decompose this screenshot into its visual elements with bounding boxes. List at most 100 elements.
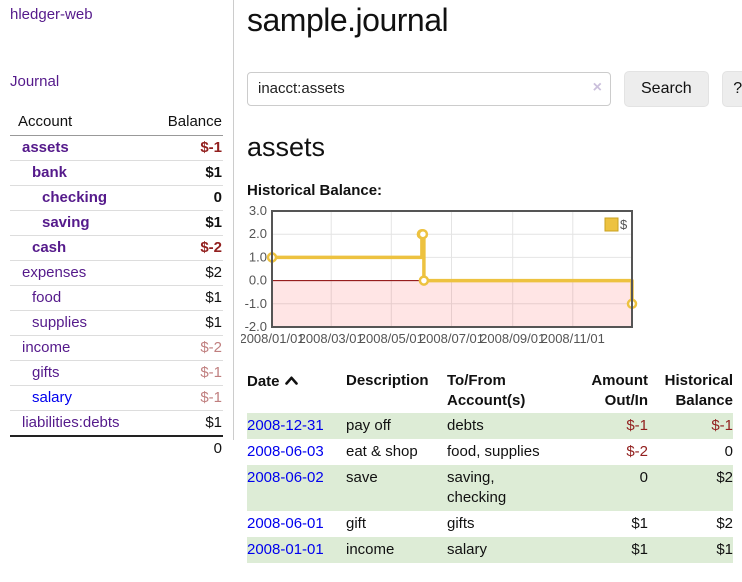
account-link[interactable]: salary: [32, 389, 73, 406]
svg-text:3.0: 3.0: [249, 203, 267, 218]
register-row: 2008-12-31 pay off debts $-1 $-1: [247, 412, 733, 439]
transaction-balance: $2: [716, 468, 733, 486]
accounts-table: Account Balance assets $-1 bank $1 check…: [10, 110, 223, 461]
svg-text:2008/05/01: 2008/05/01: [359, 331, 424, 346]
transaction-date-link[interactable]: 2008-12-31: [247, 416, 324, 434]
account-balance: $1: [145, 160, 223, 186]
search-input[interactable]: [247, 71, 611, 106]
app-layout: hledger-web Journal Account Balance asse…: [0, 0, 742, 563]
transaction-accounts: debts: [447, 416, 484, 434]
account-link[interactable]: gifts: [32, 364, 60, 381]
account-link[interactable]: income: [22, 339, 71, 356]
account-link[interactable]: checking: [42, 189, 108, 206]
main-content: sample.journal × Search ? assets Histori…: [234, 0, 742, 563]
help-button[interactable]: ?: [721, 70, 742, 107]
transaction-balance: $1: [716, 540, 733, 558]
svg-text:2008/11/01: 2008/11/01: [541, 331, 605, 346]
accounts-header-account: Account: [10, 110, 146, 136]
sidebar-item-journal[interactable]: Journal: [10, 73, 60, 90]
transaction-accounts: saving, checking: [447, 468, 507, 506]
transaction-description: gift: [346, 514, 367, 532]
transaction-amount: $-2: [626, 442, 648, 460]
account-link[interactable]: cash: [32, 239, 67, 256]
transaction-amount: $1: [631, 540, 648, 558]
account-heading: assets: [247, 131, 326, 162]
register-header-date[interactable]: Date: [247, 369, 346, 413]
account-row: saving $1: [10, 210, 223, 236]
account-row: income $-2: [10, 335, 223, 361]
search-button[interactable]: Search: [624, 70, 709, 107]
account-row: checking 0: [10, 185, 223, 211]
transaction-description: income: [346, 540, 395, 558]
account-link[interactable]: assets: [22, 139, 69, 156]
register-row: 2008-01-01 income salary $1 $1: [247, 536, 733, 563]
register-row: 2008-06-02 save saving, checking 0 $2: [247, 464, 733, 511]
page-title: sample.journal: [247, 2, 449, 38]
register-header-description: Description: [346, 371, 429, 389]
register-header-accounts: To/From Account(s): [447, 371, 526, 409]
account-balance: $1: [145, 210, 223, 236]
account-row: bank $1: [10, 160, 223, 186]
chart-title: Historical Balance:: [247, 181, 383, 199]
account-link[interactable]: liabilities:debts: [22, 414, 120, 431]
account-balance: $-2: [145, 335, 223, 361]
transaction-description: pay off: [346, 416, 391, 434]
transaction-accounts: food, supplies: [447, 442, 540, 460]
account-balance: $-2: [145, 235, 223, 261]
account-link[interactable]: food: [32, 289, 62, 306]
account-row: expenses $2: [10, 260, 223, 286]
transaction-balance: $2: [716, 514, 733, 532]
svg-text:2008/03/01: 2008/03/01: [299, 331, 364, 346]
svg-text:2.0: 2.0: [249, 226, 267, 241]
accounts-header-balance: Balance: [145, 110, 223, 136]
account-balance: $1: [145, 410, 223, 436]
accounts-total-row: 0: [10, 435, 223, 461]
register-table: Date Description To/From Account(s) Amou…: [247, 369, 733, 563]
transaction-date-link[interactable]: 2008-06-03: [247, 442, 324, 460]
transaction-accounts: gifts: [447, 514, 475, 532]
register-header-balance: Historical Balance: [664, 371, 733, 409]
account-balance: $1: [145, 310, 223, 336]
transaction-amount: $1: [631, 514, 648, 532]
sidebar: hledger-web Journal Account Balance asse…: [0, 0, 234, 461]
account-balance: $-1: [200, 139, 222, 156]
accounts-total-value: 0: [145, 435, 223, 461]
account-link[interactable]: bank: [32, 164, 68, 181]
transaction-balance: 0: [724, 442, 733, 460]
clear-search-icon[interactable]: ×: [592, 78, 602, 96]
account-row: gifts $-1: [10, 360, 223, 386]
transaction-description: eat & shop: [346, 442, 418, 460]
register-header-date-label: Date: [247, 372, 280, 390]
accounts-header-row: Account Balance: [10, 110, 223, 136]
transaction-accounts: salary: [447, 540, 488, 558]
account-row: assets $-1: [10, 136, 223, 161]
app-title-link[interactable]: hledger-web: [10, 6, 93, 23]
account-row: supplies $1: [10, 310, 223, 336]
account-link[interactable]: supplies: [32, 314, 88, 331]
transaction-amount: 0: [639, 468, 648, 486]
account-link[interactable]: saving: [42, 214, 90, 231]
svg-text:1.0: 1.0: [249, 249, 267, 264]
search-form: × Search ?: [247, 70, 742, 107]
search-box: ×: [247, 71, 611, 106]
register-header-amount: Amount Out/In: [591, 371, 648, 409]
transaction-balance: $-1: [711, 416, 733, 434]
svg-text:-2.0: -2.0: [245, 319, 267, 334]
account-row: liabilities:debts $1: [10, 410, 223, 436]
accounts-total-spacer: [10, 435, 146, 461]
account-balance: $-1: [145, 385, 223, 411]
account-balance: $1: [145, 285, 223, 311]
svg-text:2008/01/01: 2008/01/01: [241, 331, 305, 346]
transaction-date-link[interactable]: 2008-01-01: [247, 540, 324, 558]
account-balance: $2: [145, 260, 223, 286]
register-header-row: Date Description To/From Account(s) Amou…: [247, 369, 733, 413]
transaction-date-link[interactable]: 2008-06-01: [247, 514, 324, 532]
account-link[interactable]: expenses: [22, 264, 87, 281]
account-balance: $-1: [145, 360, 223, 386]
svg-text:-1.0: -1.0: [245, 296, 267, 311]
transaction-description: save: [346, 468, 378, 486]
register-row: 2008-06-03 eat & shop food, supplies $-2…: [247, 439, 733, 465]
svg-text:$: $: [620, 217, 628, 232]
transaction-date-link[interactable]: 2008-06-02: [247, 468, 324, 486]
sort-ascending-icon: [284, 371, 298, 391]
